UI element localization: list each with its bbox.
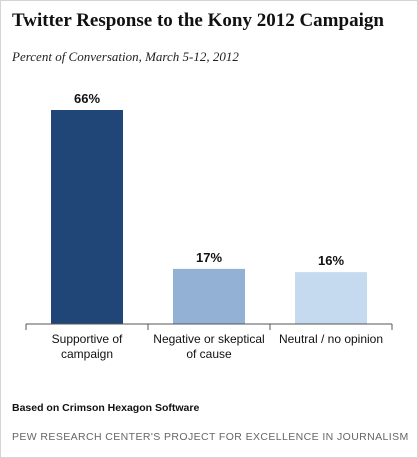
category-label: Negative or skeptical of cause	[153, 332, 264, 361]
category-label: Supportive of campaign	[52, 332, 123, 361]
source-note: Based on Crimson Hexagon Software	[12, 402, 200, 414]
chart-subtitle: Percent of Conversation, March 5-12, 201…	[12, 49, 239, 64]
bar-chart: 66% Supportive of campaign 17% Negative or s…	[25, 91, 393, 361]
data-label: 17%	[196, 250, 222, 265]
bar	[173, 268, 245, 324]
data-label: 16%	[318, 253, 344, 268]
bar	[295, 272, 367, 324]
data-label: 66%	[74, 91, 100, 106]
credit-line: PEW RESEARCH CENTER'S PROJECT FOR EXCELL…	[12, 431, 409, 443]
category-label: Neutral / no opinion	[279, 332, 383, 346]
chart-title: Twitter Response to the Kony 2012 Campai…	[12, 10, 384, 31]
bar	[51, 110, 123, 324]
